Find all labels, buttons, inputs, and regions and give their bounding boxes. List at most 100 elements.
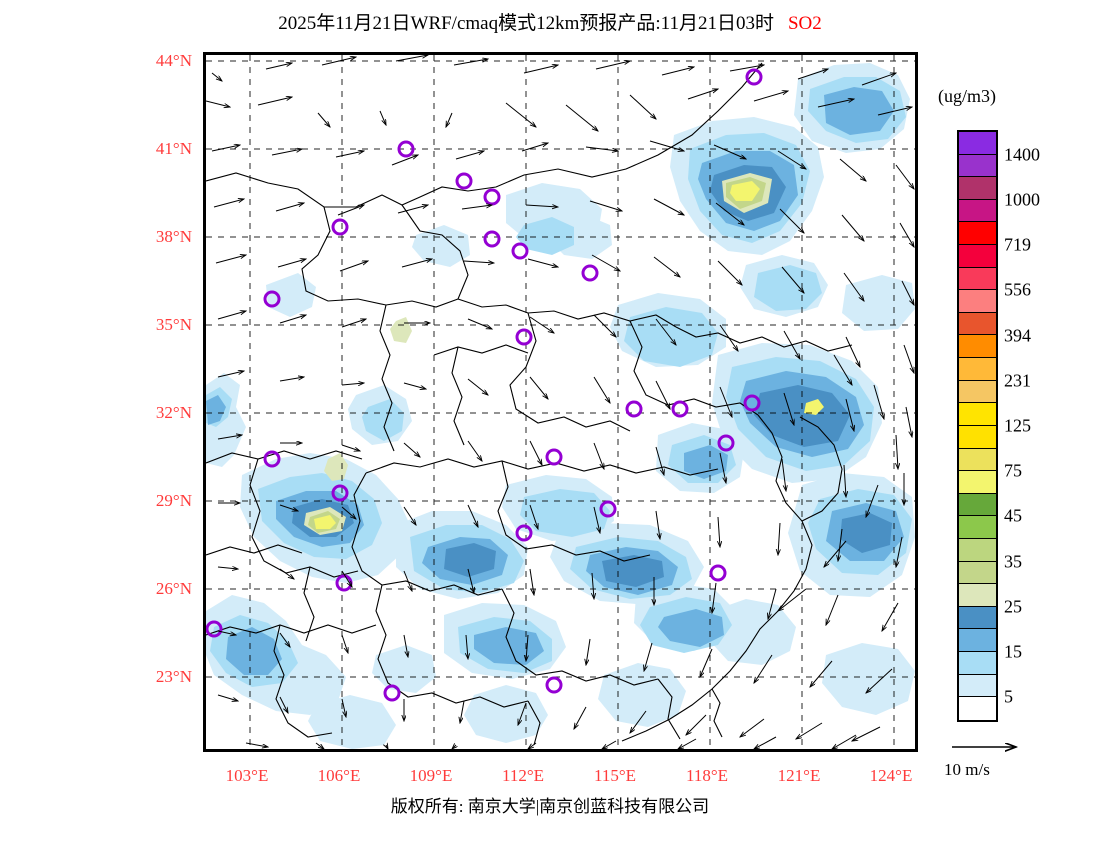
title-main: 2025年11月21日WRF/cmaq模式12km预报产品:11月21日03时 — [278, 13, 774, 34]
colorbar-band-11 — [959, 380, 996, 404]
colorbar-band-10 — [959, 358, 996, 381]
y-axis-label-38N: 38°N — [155, 227, 192, 246]
colorbar-label-1400: 1400 — [1004, 144, 1040, 165]
station-marker[interactable] — [745, 68, 763, 86]
colorbar-band-2 — [959, 177, 996, 200]
map-svg — [206, 55, 915, 749]
station-marker[interactable] — [455, 172, 473, 190]
colorbar-label-231: 231 — [1004, 370, 1031, 391]
colorbar-label-75: 75 — [1004, 460, 1022, 481]
colorbar-label-5: 5 — [1004, 686, 1013, 707]
colorbar-label-125: 125 — [1004, 415, 1031, 436]
map-gridlines — [206, 55, 915, 749]
y-tick — [203, 237, 206, 239]
y-tick — [203, 413, 206, 415]
station-marker[interactable] — [671, 400, 689, 418]
y-axis-label-44N: 44°N — [155, 51, 192, 70]
colorbar-label-45: 45 — [1004, 505, 1022, 526]
colorbar-band-8 — [959, 312, 996, 336]
station-marker[interactable] — [515, 328, 533, 346]
y-tick — [203, 589, 206, 591]
y-axis-label-29N: 29°N — [155, 491, 192, 510]
colorbar-band-4 — [959, 222, 996, 246]
colorbar-band-14 — [959, 448, 996, 472]
x-tick — [526, 749, 528, 752]
colorbar-label-15: 15 — [1004, 641, 1022, 662]
colorbar-band-17 — [959, 516, 996, 539]
colorbar-band-9 — [959, 335, 996, 359]
colorbar-label-1000: 1000 — [1004, 189, 1040, 210]
colorbar-label-556: 556 — [1004, 279, 1031, 300]
y-tick — [203, 61, 206, 63]
station-markers[interactable] — [206, 68, 763, 702]
colorbar-band-20 — [959, 584, 996, 607]
station-marker[interactable] — [331, 218, 349, 236]
colorbar-band-24 — [959, 674, 996, 698]
station-marker[interactable] — [717, 434, 735, 452]
x-tick — [250, 749, 252, 752]
x-axis-label-106E: 106°E — [317, 766, 361, 785]
colorbar-label-719: 719 — [1004, 234, 1031, 255]
forecast-map-plot[interactable] — [203, 52, 918, 752]
x-tick — [618, 749, 620, 752]
colorbar-band-16 — [959, 493, 996, 517]
station-marker[interactable] — [709, 564, 727, 582]
colorbar-band-0 — [959, 132, 996, 155]
station-marker[interactable] — [483, 188, 501, 206]
wind-scale-label: 10 m/s — [944, 760, 990, 779]
x-tick — [710, 749, 712, 752]
y-axis-label-23N: 23°N — [155, 667, 192, 686]
colorbar-band-13 — [959, 425, 996, 449]
y-axis-label-35N: 35°N — [155, 315, 192, 334]
x-axis-label-118E: 118°E — [685, 766, 729, 785]
station-marker[interactable] — [581, 264, 599, 282]
x-axis-label-121E: 121°E — [777, 766, 821, 785]
station-marker[interactable] — [545, 676, 563, 694]
colorbar — [957, 130, 998, 722]
y-tick — [203, 677, 206, 679]
station-marker[interactable] — [515, 524, 533, 542]
station-marker[interactable] — [331, 484, 349, 502]
colorbar-band-5 — [959, 245, 996, 268]
colorbar-band-7 — [959, 290, 996, 313]
y-axis-label-26N: 26°N — [155, 579, 192, 598]
x-tick — [342, 749, 344, 752]
title-species: SO2 — [787, 13, 822, 34]
y-tick — [203, 325, 206, 327]
y-axis-label-41N: 41°N — [155, 139, 192, 158]
x-axis-label-124E: 124°E — [869, 766, 913, 785]
station-marker[interactable] — [206, 620, 223, 638]
station-marker[interactable] — [397, 140, 415, 158]
so2-concentration-level-125 — [314, 181, 824, 529]
station-marker[interactable] — [545, 448, 563, 466]
colorbar-band-21 — [959, 606, 996, 630]
colorbar-band-12 — [959, 403, 996, 426]
colorbar-label-35: 35 — [1004, 551, 1022, 572]
page-title: 2025年11月21日WRF/cmaq模式12km预报产品:11月21日03时 S… — [0, 8, 1100, 35]
station-marker[interactable] — [483, 230, 501, 248]
station-marker[interactable] — [383, 684, 401, 702]
x-axis-label-112E: 112°E — [501, 766, 545, 785]
copyright-footer: 版权所有: 南京大学|南京创蓝科技有限公司 — [390, 797, 710, 816]
x-tick — [434, 749, 436, 752]
colorbar-band-6 — [959, 267, 996, 291]
station-marker[interactable] — [263, 450, 281, 468]
station-marker[interactable] — [625, 400, 643, 418]
wind-scale-arrow — [950, 738, 1070, 758]
x-axis-label-103E: 103°E — [225, 766, 269, 785]
x-axis-label-109E: 109°E — [409, 766, 453, 785]
colorbar-label-25: 25 — [1004, 596, 1022, 617]
colorbar-band-19 — [959, 561, 996, 585]
colorbar-band-1 — [959, 154, 996, 178]
colorbar-label-394: 394 — [1004, 325, 1031, 346]
y-axis-label-32N: 32°N — [155, 403, 192, 422]
station-marker[interactable] — [743, 394, 761, 412]
colorbar-unit-label: (ug/m3) — [938, 86, 996, 106]
colorbar-band-22 — [959, 629, 996, 653]
station-marker[interactable] — [599, 500, 617, 518]
y-tick — [203, 501, 206, 503]
x-tick — [802, 749, 804, 752]
station-marker[interactable] — [263, 290, 281, 308]
y-tick — [203, 149, 206, 151]
station-marker[interactable] — [511, 242, 529, 260]
